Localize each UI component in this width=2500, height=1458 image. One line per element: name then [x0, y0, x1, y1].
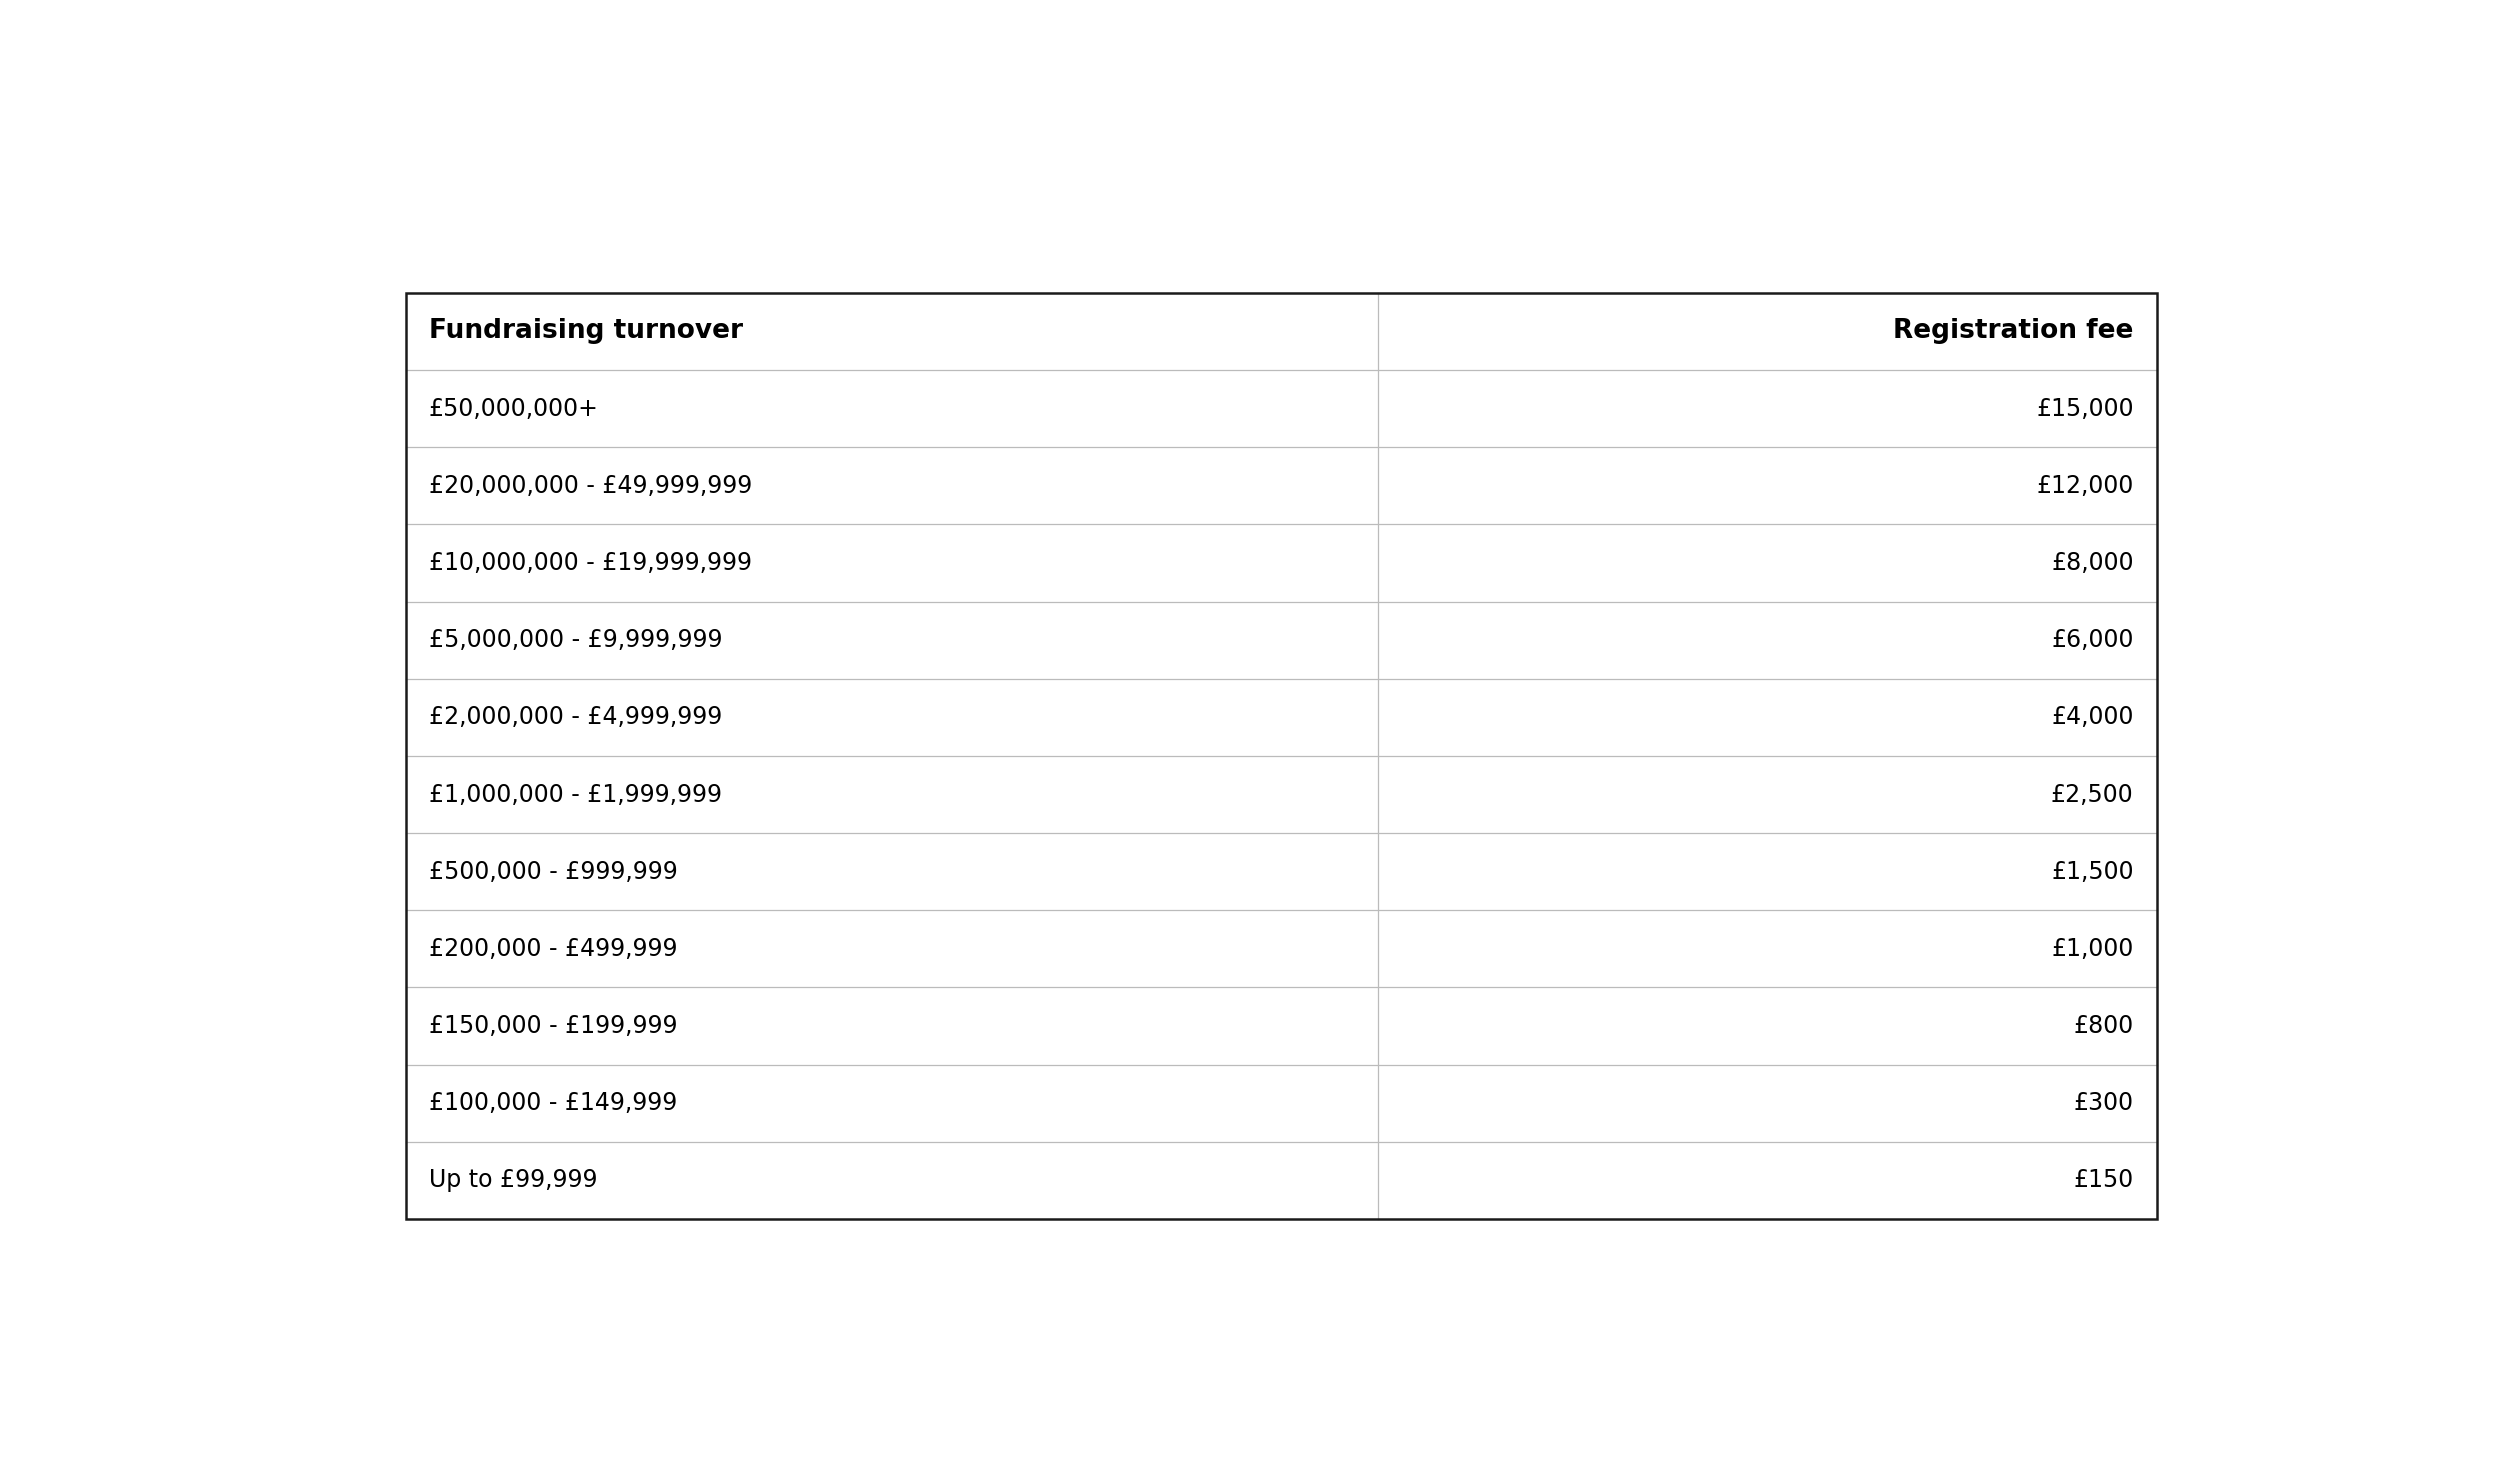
- Text: Up to £99,999: Up to £99,999: [430, 1168, 598, 1193]
- Text: £8,000: £8,000: [2050, 551, 2135, 574]
- Text: £50,000,000+: £50,000,000+: [430, 397, 598, 420]
- Text: £1,000,000 - £1,999,999: £1,000,000 - £1,999,999: [430, 783, 722, 806]
- Text: £20,000,000 - £49,999,999: £20,000,000 - £49,999,999: [430, 474, 752, 497]
- Text: £2,500: £2,500: [2050, 783, 2135, 806]
- Bar: [405, 293, 2158, 1219]
- Text: £4,000: £4,000: [2050, 706, 2135, 729]
- Text: £300: £300: [2072, 1091, 2135, 1115]
- Text: £500,000 - £999,999: £500,000 - £999,999: [430, 860, 678, 884]
- Text: £1,500: £1,500: [2050, 860, 2135, 884]
- Text: £150: £150: [2072, 1168, 2135, 1193]
- Text: £12,000: £12,000: [2037, 474, 2135, 497]
- Text: £150,000 - £199,999: £150,000 - £199,999: [430, 1015, 678, 1038]
- Text: £200,000 - £499,999: £200,000 - £499,999: [430, 937, 678, 961]
- Text: Fundraising turnover: Fundraising turnover: [430, 318, 742, 344]
- Text: £1,000: £1,000: [2052, 937, 2135, 961]
- Text: £6,000: £6,000: [2050, 628, 2135, 652]
- Text: £2,000,000 - £4,999,999: £2,000,000 - £4,999,999: [430, 706, 722, 729]
- Text: £800: £800: [2072, 1015, 2135, 1038]
- Text: £15,000: £15,000: [2035, 397, 2135, 420]
- Text: £10,000,000 - £19,999,999: £10,000,000 - £19,999,999: [430, 551, 752, 574]
- Text: £100,000 - £149,999: £100,000 - £149,999: [430, 1091, 678, 1115]
- Text: Registration fee: Registration fee: [1892, 318, 2135, 344]
- Text: £5,000,000 - £9,999,999: £5,000,000 - £9,999,999: [430, 628, 722, 652]
